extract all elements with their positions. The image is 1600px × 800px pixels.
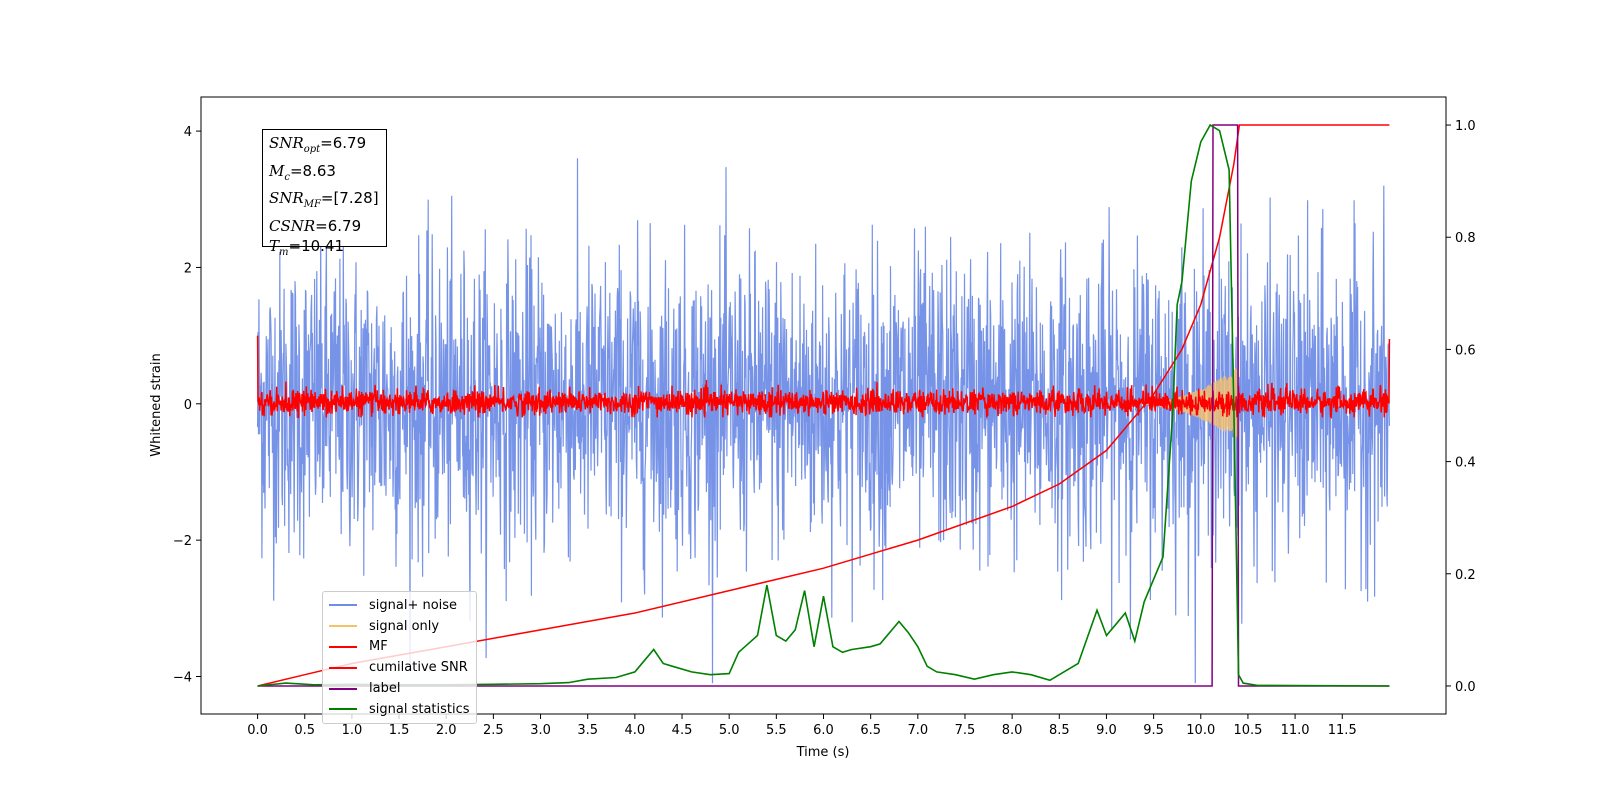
y2-tick-label: 0.0 [1455, 680, 1476, 695]
y-tick-label: −2 [173, 534, 192, 549]
y-tick-label: −4 [173, 671, 192, 686]
legend-label: signal only [369, 618, 440, 634]
legend: signal+ noise signal only MF cumilative … [322, 591, 477, 724]
legend-label: signal statistics [369, 701, 470, 717]
x-tick-label: 7.0 [907, 723, 928, 738]
legend-swatch [329, 604, 357, 607]
x-tick-label: 4.5 [672, 723, 693, 738]
legend-item: signal only [329, 616, 470, 637]
x-tick-label: 8.5 [1049, 723, 1070, 738]
legend-label: MF [369, 639, 388, 655]
y2-tick-label: 0.4 [1455, 456, 1476, 471]
legend-swatch [329, 708, 357, 711]
x-tick-label: 9.0 [1096, 723, 1117, 738]
legend-swatch [329, 645, 357, 648]
legend-label: signal+ noise [369, 597, 458, 613]
x-tick-label: 6.5 [860, 723, 881, 738]
series-line-signal-noise [257, 158, 1390, 684]
legend-item: signal statistics [329, 699, 470, 720]
snr-mf-line: SNRMF=[7.28] [269, 189, 379, 210]
x-tick-label: 3.0 [530, 723, 551, 738]
x-tick-label: 10.5 [1233, 723, 1262, 738]
csnr-line: CSNR=6.79 [269, 216, 362, 235]
x-tick-label: 3.5 [577, 723, 598, 738]
mc-line: Mc=8.63 [269, 161, 336, 183]
legend-item: label [329, 678, 470, 699]
x-tick-label: 1.5 [389, 723, 410, 738]
x-tick-label: 1.0 [342, 723, 363, 738]
y-tick-label: 2 [184, 261, 192, 276]
x-axis: 0.0 0.5 1.0 1.5 2.0 2.5 3.0 3.5 4.0 4.5 5.0 5.5 6.0 6… [247, 714, 1357, 738]
y-axis-label: Whitened strain [149, 353, 164, 456]
legend-swatch [329, 666, 357, 669]
x-tick-label: 11.5 [1328, 723, 1357, 738]
series-layer [256, 123, 1391, 687]
y2-tick-label: 1.0 [1455, 119, 1476, 134]
y2-tick-label: 0.2 [1455, 568, 1476, 583]
metrics-box: SNRopt=6.79 Mc=8.63 SNRMF=[7.28] CSNR=6.… [262, 129, 387, 258]
legend-item: MF [329, 637, 470, 658]
x-tick-label: 5.5 [766, 723, 787, 738]
x-tick-label: 5.0 [719, 723, 740, 738]
legend-item: signal+ noise [329, 595, 470, 616]
legend-label: cumilative SNR [369, 660, 468, 676]
x-tick-label: 2.5 [483, 723, 504, 738]
tm-line: Tm=10.41 [269, 237, 345, 258]
y2-tick-label: 0.8 [1455, 231, 1476, 246]
y-tick-label: 4 [184, 125, 192, 140]
x-tick-label: 0.5 [294, 723, 315, 738]
y-tick-label: 0 [184, 398, 192, 413]
y-axis-right: 1.0 0.8 0.6 0.4 0.2 0.0 [1446, 119, 1476, 695]
snr-opt-line: SNRopt=6.79 [269, 134, 367, 155]
x-tick-label: 8.0 [1002, 723, 1023, 738]
legend-swatch [329, 687, 357, 690]
x-tick-label: 0.0 [247, 723, 268, 738]
x-tick-label: 11.0 [1281, 723, 1310, 738]
x-tick-label: 2.0 [436, 723, 457, 738]
y-axis-left: 4 2 0 −2 −4 [173, 125, 201, 686]
legend-item: cumilative SNR [329, 657, 470, 678]
x-tick-label: 10.0 [1186, 723, 1215, 738]
series-line-cumulative-snr [257, 124, 1390, 687]
x-tick-label: 7.5 [955, 723, 976, 738]
x-tick-label: 6.0 [813, 723, 834, 738]
series-line-mf [256, 335, 1391, 419]
series-line-signal-statistics [257, 123, 1390, 687]
x-tick-label: 9.5 [1143, 723, 1164, 738]
x-axis-label: Time (s) [796, 745, 850, 760]
legend-label: label [369, 681, 401, 697]
x-tick-label: 4.0 [625, 723, 646, 738]
y2-tick-label: 0.6 [1455, 343, 1476, 358]
legend-swatch [329, 625, 357, 628]
